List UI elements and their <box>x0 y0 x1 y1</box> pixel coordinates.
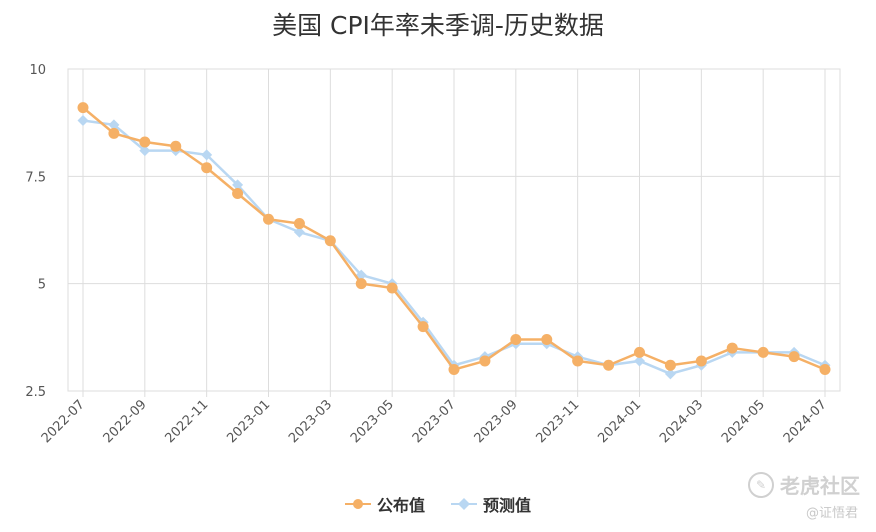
watermark: ✎ 老虎社区 <box>748 470 860 499</box>
x-tick-label: 2024-01 <box>595 397 644 446</box>
legend: 公布值 预测值 <box>0 492 876 516</box>
x-tick-label: 2023-11 <box>533 397 582 446</box>
x-tick-label: 2024-07 <box>781 397 830 446</box>
data-point <box>386 282 398 294</box>
data-point <box>139 136 151 148</box>
data-point <box>77 115 89 127</box>
data-point <box>108 119 120 131</box>
data-point <box>664 359 676 371</box>
y-tick-label: 10 <box>29 63 46 78</box>
x-tick-label: 2023-03 <box>286 397 335 446</box>
x-tick-label: 2024-03 <box>657 397 706 446</box>
x-tick-label: 2024-05 <box>719 397 768 446</box>
data-point <box>293 218 305 230</box>
data-point <box>819 364 831 376</box>
data-point <box>634 355 645 367</box>
data-point <box>201 162 213 174</box>
series-layer <box>77 102 831 380</box>
forecast-legend-icon <box>451 497 477 511</box>
legend-label-forecast: 预测值 <box>483 496 532 515</box>
data-point <box>139 145 151 157</box>
data-point <box>664 368 676 380</box>
tiger-logo-icon: ✎ <box>748 471 774 498</box>
x-tick-label: 2023-09 <box>472 397 521 446</box>
data-point <box>634 346 645 358</box>
data-point <box>757 346 769 358</box>
series-published <box>77 102 831 376</box>
data-point <box>293 226 305 238</box>
data-point <box>603 359 615 371</box>
data-point <box>77 102 89 114</box>
x-tick-label: 2022-11 <box>162 397 211 446</box>
data-point <box>232 188 244 200</box>
x-tick-label: 2023-07 <box>410 397 459 446</box>
legend-item-forecast[interactable]: 预测值 <box>451 492 531 516</box>
data-point <box>479 355 491 367</box>
y-tick-label: 2.5 <box>25 385 46 400</box>
watermark-text: 老虎社区 <box>780 474 860 498</box>
data-point <box>170 140 182 152</box>
data-point <box>695 355 707 367</box>
data-point <box>510 333 522 345</box>
data-point <box>232 179 244 191</box>
grid-lines <box>67 68 841 397</box>
y-tick-label: 5 <box>38 278 46 293</box>
x-tick-label: 2022-07 <box>39 397 88 446</box>
data-point <box>417 321 429 333</box>
data-point <box>726 342 738 354</box>
watermark-credit: @证悟君 <box>805 506 858 521</box>
data-point <box>541 333 553 345</box>
y-tick-label: 7.5 <box>25 170 46 185</box>
data-point <box>201 149 213 161</box>
x-tick-label: 2023-01 <box>224 397 273 446</box>
x-tick-label: 2023-05 <box>348 397 397 446</box>
published-legend-icon <box>344 497 371 511</box>
data-point <box>324 235 336 247</box>
y-axis-ticks: 2.5 5 7.5 10 <box>25 63 46 400</box>
data-point <box>355 278 367 290</box>
legend-label-published: 公布值 <box>376 496 425 515</box>
data-point <box>263 213 274 225</box>
data-point <box>572 355 584 367</box>
x-axis-ticks: 2022-07 2022-09 2022-11 2023-01 2023-03 2023-… <box>39 397 830 446</box>
data-point <box>108 127 120 139</box>
x-tick-label: 2022-09 <box>101 397 150 446</box>
chart-title: 美国 CPI年率未季调-历史数据 <box>272 11 604 40</box>
data-point <box>788 351 800 363</box>
legend-item-published[interactable]: 公布值 <box>344 492 425 516</box>
data-point <box>448 364 460 376</box>
